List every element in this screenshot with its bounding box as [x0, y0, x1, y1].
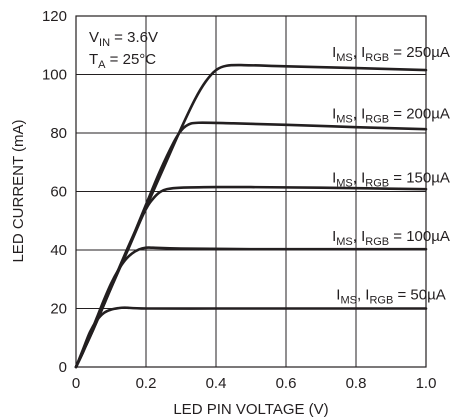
y-tick-label: 80: [50, 125, 67, 142]
x-tick-label: 1.0: [416, 375, 437, 392]
x-tick-label: 0.8: [346, 375, 367, 392]
series-line: [74, 185, 428, 369]
y-tick-label: 20: [50, 301, 67, 318]
y-tick-label: 60: [50, 184, 67, 201]
y-tick-label: 100: [42, 67, 67, 84]
y-tick-label: 40: [50, 242, 67, 259]
x-tick-label: 0.4: [206, 375, 227, 392]
series-label: IMS, IRGB = 100µA: [332, 228, 450, 248]
y-tick-label: 120: [42, 8, 67, 25]
x-tick-labels: 0 0.2 0.4 0.6 0.8 1.0: [72, 375, 437, 392]
series-label: IMS, IRGB = 150µA: [332, 170, 450, 190]
plot-frame: [75, 15, 427, 368]
series-label: IMS, IRGB = 200µA: [332, 105, 450, 125]
y-tick-labels: 0 20 40 60 80 100 120: [42, 8, 67, 376]
x-tick-label: 0: [72, 375, 80, 392]
x-axis-title: LED PIN VOLTAGE (V): [173, 401, 328, 418]
x-tick-label: 0.2: [136, 375, 157, 392]
vin-condition: VIN = 3.6V: [89, 29, 158, 49]
series-line: [74, 306, 428, 369]
ta-condition: TA = 25°C: [89, 51, 156, 71]
series-label: IMS, IRGB = 50µA: [336, 287, 445, 307]
y-tick-label: 0: [59, 359, 67, 376]
series-lines: [74, 63, 428, 369]
y-axis-title: LED CURRENT (mA): [10, 119, 27, 262]
series-line: [74, 63, 428, 369]
x-tick-label: 0.6: [276, 375, 297, 392]
series-label: IMS, IRGB = 250µA: [332, 44, 450, 64]
series-labels: IMS, IRGB = 50µA IMS, IRGB = 100µA IMS, IR…: [332, 44, 450, 307]
